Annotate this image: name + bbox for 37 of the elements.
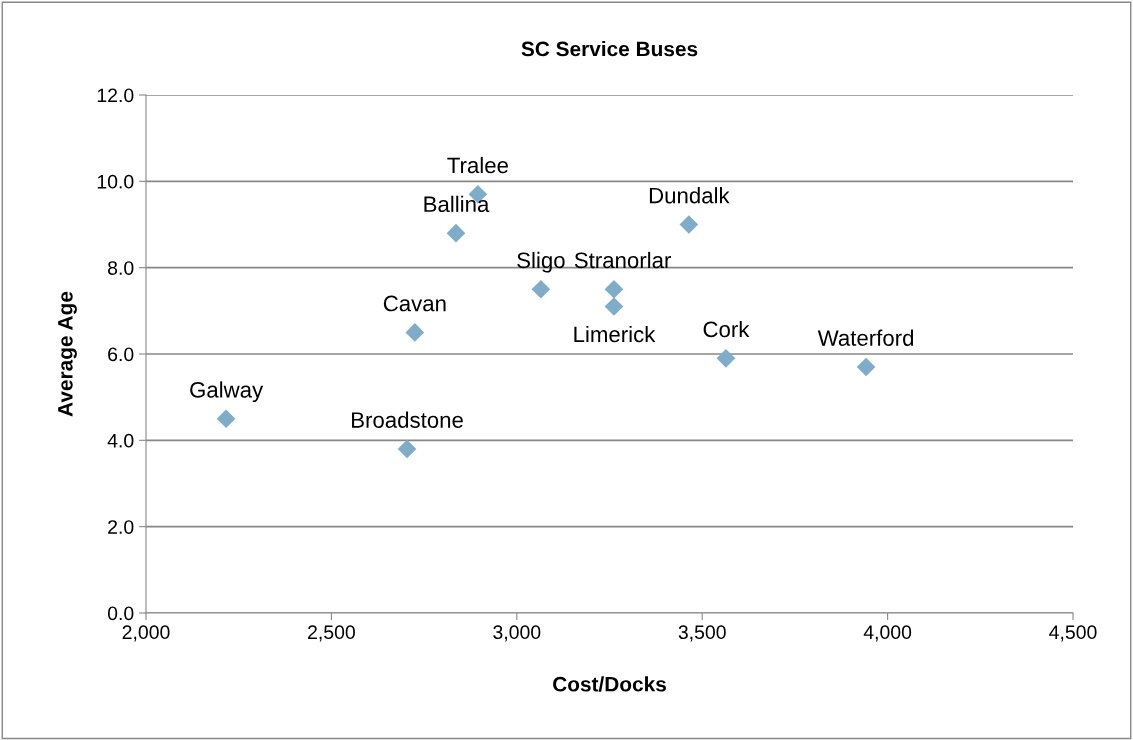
point	[397, 439, 417, 459]
y-tick-label: 4.0	[107, 433, 134, 448]
point	[604, 297, 624, 316]
point	[679, 215, 699, 234]
y-tick-label: 8.0	[108, 261, 134, 275]
point	[856, 357, 876, 377]
point	[716, 349, 736, 368]
annotation: Cavan	[383, 295, 446, 312]
point	[446, 223, 466, 243]
y-tick-label: 12.0	[97, 88, 134, 103]
annotation: Dundalk	[649, 187, 730, 204]
point	[604, 279, 624, 299]
x-tick-label: 3,500	[678, 625, 726, 642]
x-axis-title: Cost/Docks	[553, 676, 666, 692]
annotation: Galway	[190, 381, 264, 403]
y-axis-title: Average Age	[58, 291, 77, 417]
chart-title: SC Service Buses	[521, 41, 698, 57]
annotation: Tralee	[447, 156, 508, 174]
x-tick-label: 4,000	[863, 625, 912, 642]
annotation: Ballina	[424, 195, 490, 213]
point	[216, 409, 236, 429]
annotation: Sligo	[517, 251, 565, 273]
y-tick-label: 2.0	[108, 520, 134, 534]
annotation: Stranorlar	[574, 251, 672, 269]
x-tick-label: 2,000	[122, 625, 170, 642]
annotation: Cork	[703, 320, 750, 338]
y-tick-label: 10.0	[97, 174, 134, 189]
annotation: Broadstone	[352, 411, 463, 428]
y-tick-label: 6.0	[108, 347, 134, 362]
x-tick-label: 3,000	[493, 625, 541, 642]
point	[405, 323, 425, 342]
point	[531, 279, 551, 299]
x-tick-label: 4,500	[1049, 625, 1097, 642]
annotation: Waterford	[817, 329, 914, 346]
x-tick-label: 2,500	[308, 625, 355, 642]
annotation: Limerick	[574, 325, 656, 343]
y-tick-label: 0.0	[107, 606, 134, 621]
